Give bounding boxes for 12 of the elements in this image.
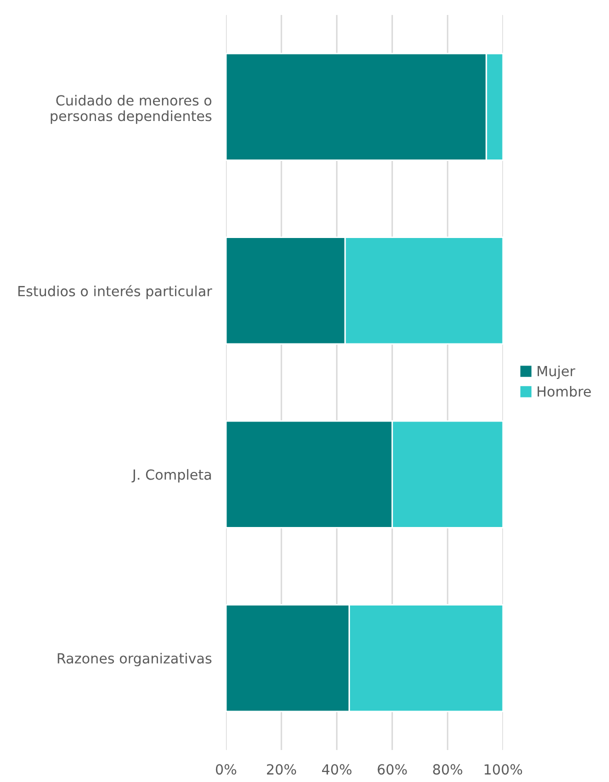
legend-label: Mujer	[538, 366, 576, 380]
x-tick-label: 100%	[484, 764, 522, 775]
y-tick-label: J. Completa	[132, 469, 211, 483]
x-tick-label: 60%	[378, 764, 407, 775]
y-tick-label: Estudios o interés particular	[18, 285, 212, 300]
x-tick-label: 20%	[266, 764, 296, 775]
x-tick-label: 0%	[216, 764, 236, 775]
legend-label: Hombre	[538, 386, 591, 397]
y-tick-label: Cuidado de menores o personas dependientes	[50, 94, 212, 124]
y-tick-label: Razones organizativas	[58, 652, 212, 666]
x-tick-label: 40%	[322, 764, 352, 775]
x-tick-label: 80%	[433, 764, 462, 775]
